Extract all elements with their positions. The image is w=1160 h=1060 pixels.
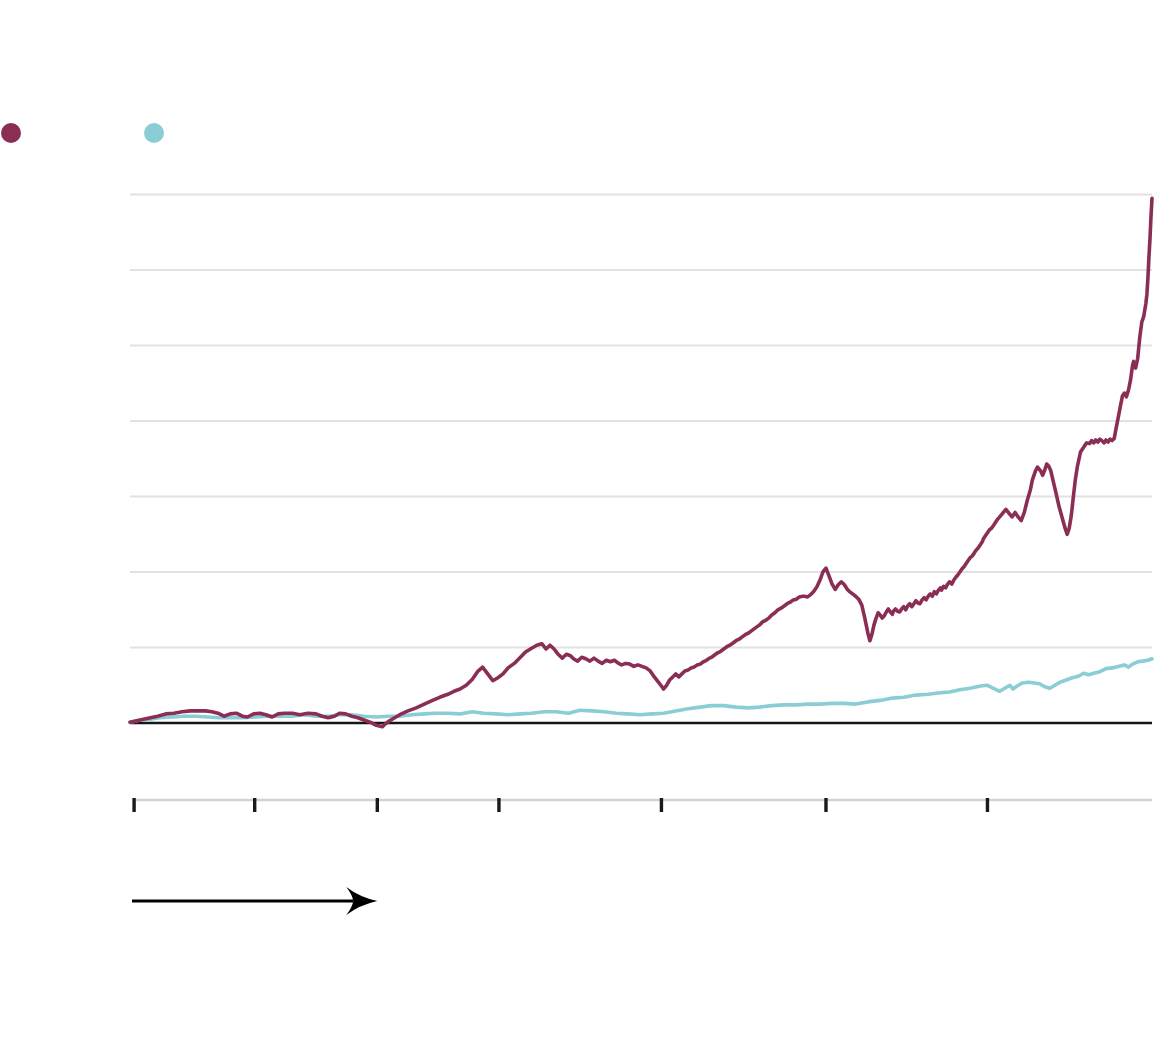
series-2-swatch (144, 123, 164, 143)
series-1-swatch (1, 123, 21, 143)
chart-figure (0, 0, 1160, 1060)
line-chart (0, 0, 1160, 1060)
